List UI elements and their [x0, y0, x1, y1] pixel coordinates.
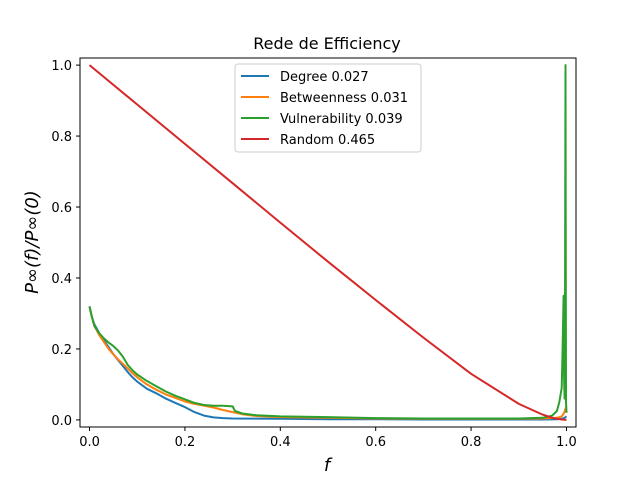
x-tick-label: 0.4 [270, 435, 291, 450]
legend-box [234, 63, 422, 153]
y-tick-label: 0.4 [51, 272, 72, 287]
y-tick-label: 0.8 [51, 130, 72, 145]
x-tick-label: 1.0 [556, 435, 577, 450]
x-axis-label: f [324, 455, 333, 476]
series-line-2 [88, 64, 568, 420]
y-tick-label: 0.0 [51, 414, 72, 429]
legend: Degree 0.027 Betweenness 0.031 Vulnerabili… [234, 63, 422, 153]
series-layer [88, 64, 568, 421]
x-tick-label: 0.2 [175, 435, 196, 450]
legend-label-0: Degree 0.027 [280, 70, 369, 85]
y-axis-label: P∞(f)/P∞(0) [22, 190, 43, 294]
plot-frame [79, 57, 577, 428]
ticks-layer: 0.0 0.2 0.4 0.6 0.8 1.0 0.0 0.2 0.4 0.6 0.8 1.0 [51, 59, 576, 450]
legend-label-3: Random 0.465 [280, 133, 375, 148]
y-tick-label: 0.6 [51, 201, 72, 216]
y-tick-label: 0.2 [51, 343, 72, 358]
legend-label-2: Vulnerability 0.039 [280, 112, 403, 127]
legend-label-1: Betweenness 0.031 [280, 91, 408, 106]
y-tick-label: 1.0 [51, 59, 72, 74]
series-line-3 [88, 64, 567, 421]
x-tick-label: 0.6 [365, 435, 386, 450]
x-tick-label: 0.0 [79, 435, 100, 450]
x-tick-label: 0.8 [461, 435, 482, 450]
chart-title: Rede de Efficiency [253, 34, 400, 53]
